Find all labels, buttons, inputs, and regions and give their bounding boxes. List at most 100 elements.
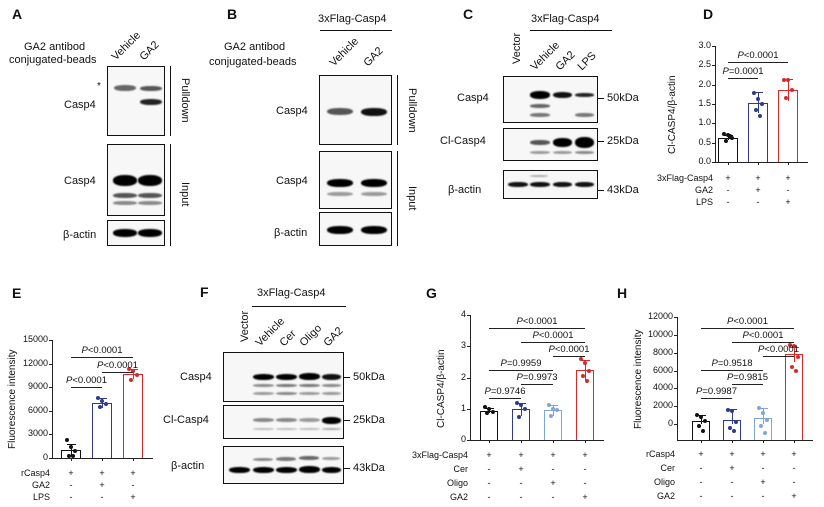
data-point (585, 378, 589, 383)
row-label: Casp4 (64, 175, 96, 187)
data-point (515, 400, 519, 405)
data-point (782, 77, 786, 82)
y-tick-label: 8000 (652, 346, 673, 357)
header-underline (320, 30, 392, 32)
bar (92, 402, 112, 458)
blot-actin (503, 170, 598, 199)
y-axis-label: Cl-CASP4/β-actin (436, 348, 447, 428)
y-tick-mark (712, 104, 715, 105)
bar (123, 373, 143, 458)
condition-label: GA2 (656, 491, 675, 501)
y-tick-mark (467, 408, 470, 410)
lane-label: Vector (239, 310, 251, 342)
lane-label: GA2 (321, 324, 346, 349)
condition-symbol: + (791, 491, 797, 501)
data-point (69, 444, 73, 449)
data-point (487, 407, 491, 412)
marker-tick (344, 420, 350, 422)
y-tick-mark (49, 458, 52, 459)
y-axis (52, 340, 54, 458)
row-label: β-actin (274, 227, 308, 239)
condition-label: Oligo (653, 477, 675, 487)
data-point (587, 369, 591, 374)
condition-symbol: + (582, 492, 588, 502)
data-point (796, 355, 800, 360)
error-bar (794, 347, 795, 362)
p-value-label: P=0.9815 (727, 372, 768, 383)
y-tick-mark (712, 46, 715, 47)
row-label: Casp4 (276, 175, 308, 187)
data-point (790, 88, 794, 93)
y-tick-mark (674, 388, 677, 390)
error-cap (759, 407, 768, 409)
y-tick-label: 0 (667, 418, 673, 428)
y-tick-label: 0 (460, 434, 466, 444)
y-tick-mark (467, 440, 470, 441)
y-tick-mark (712, 84, 715, 86)
row-label: Casp4 (64, 99, 96, 111)
x-tick-mark (701, 440, 702, 443)
panel-label-e: E (12, 285, 22, 301)
y-tick-label: 0.5 (698, 136, 711, 147)
significance-line (521, 342, 585, 343)
lane-label: Oligo (297, 322, 325, 349)
data-point (491, 409, 495, 414)
y-tick-label: 0.0 (698, 156, 711, 166)
data-point (583, 361, 587, 366)
data-point (757, 405, 761, 410)
data-point (730, 408, 734, 413)
beads-label-line1: GA2 antibod (24, 41, 86, 53)
y-tick-label: 1 (460, 402, 466, 413)
condition-symbol: - (69, 480, 73, 490)
condition-symbol: - (100, 492, 104, 502)
header-underline (530, 30, 612, 32)
condition-symbol: - (761, 491, 765, 501)
significance-line (71, 357, 133, 358)
x-axis (677, 440, 813, 442)
condition-symbol: - (487, 464, 491, 474)
section-label-input: Input (406, 186, 418, 211)
beads-label-line2: conjugated-beads (9, 54, 97, 66)
data-point (794, 368, 798, 373)
condition-symbol: - (756, 197, 760, 207)
error-bar (758, 92, 759, 114)
y-tick-mark (49, 363, 52, 365)
data-point (579, 356, 583, 361)
condition-symbol: - (699, 463, 703, 473)
lane-label: Vector (511, 32, 523, 64)
data-point (100, 399, 104, 404)
section-bracket (397, 151, 399, 246)
y-tick-label: 3.0 (698, 40, 711, 50)
x-axis (470, 440, 604, 442)
lane-label: Vehicle (327, 35, 362, 69)
error-cap (581, 359, 590, 361)
condition-symbol: - (792, 477, 796, 487)
mw-marker: 50kDa (607, 92, 639, 104)
p-value-label: P<0.0001 (66, 375, 107, 386)
data-point (759, 423, 763, 428)
condition-symbol: - (487, 478, 491, 488)
condition-symbol: + (550, 450, 556, 460)
condition-label: 3xFlag-Casp4 (411, 450, 468, 460)
lane-label: GA2 (553, 48, 578, 73)
marker-tick (598, 141, 604, 143)
data-point (792, 343, 796, 348)
row-label: Cl-Casp4 (163, 414, 209, 426)
data-point (98, 404, 102, 409)
y-axis-label: Fluorescence intensity (633, 329, 644, 429)
blot-actin (319, 212, 392, 246)
condition-symbol: + (99, 480, 105, 490)
data-point (96, 396, 100, 401)
blot-cl-casp4 (503, 128, 598, 161)
condition-symbol: + (68, 468, 74, 478)
y-axis (470, 315, 472, 440)
data-point (726, 407, 730, 412)
mw-marker: 25kDa (353, 414, 385, 426)
condition-symbol: + (99, 468, 105, 478)
error-cap (754, 92, 763, 94)
significance-line (732, 342, 794, 343)
condition-symbol: + (518, 464, 524, 474)
y-tick-mark (712, 142, 715, 144)
condition-symbol: - (583, 478, 587, 488)
data-point (790, 364, 794, 369)
